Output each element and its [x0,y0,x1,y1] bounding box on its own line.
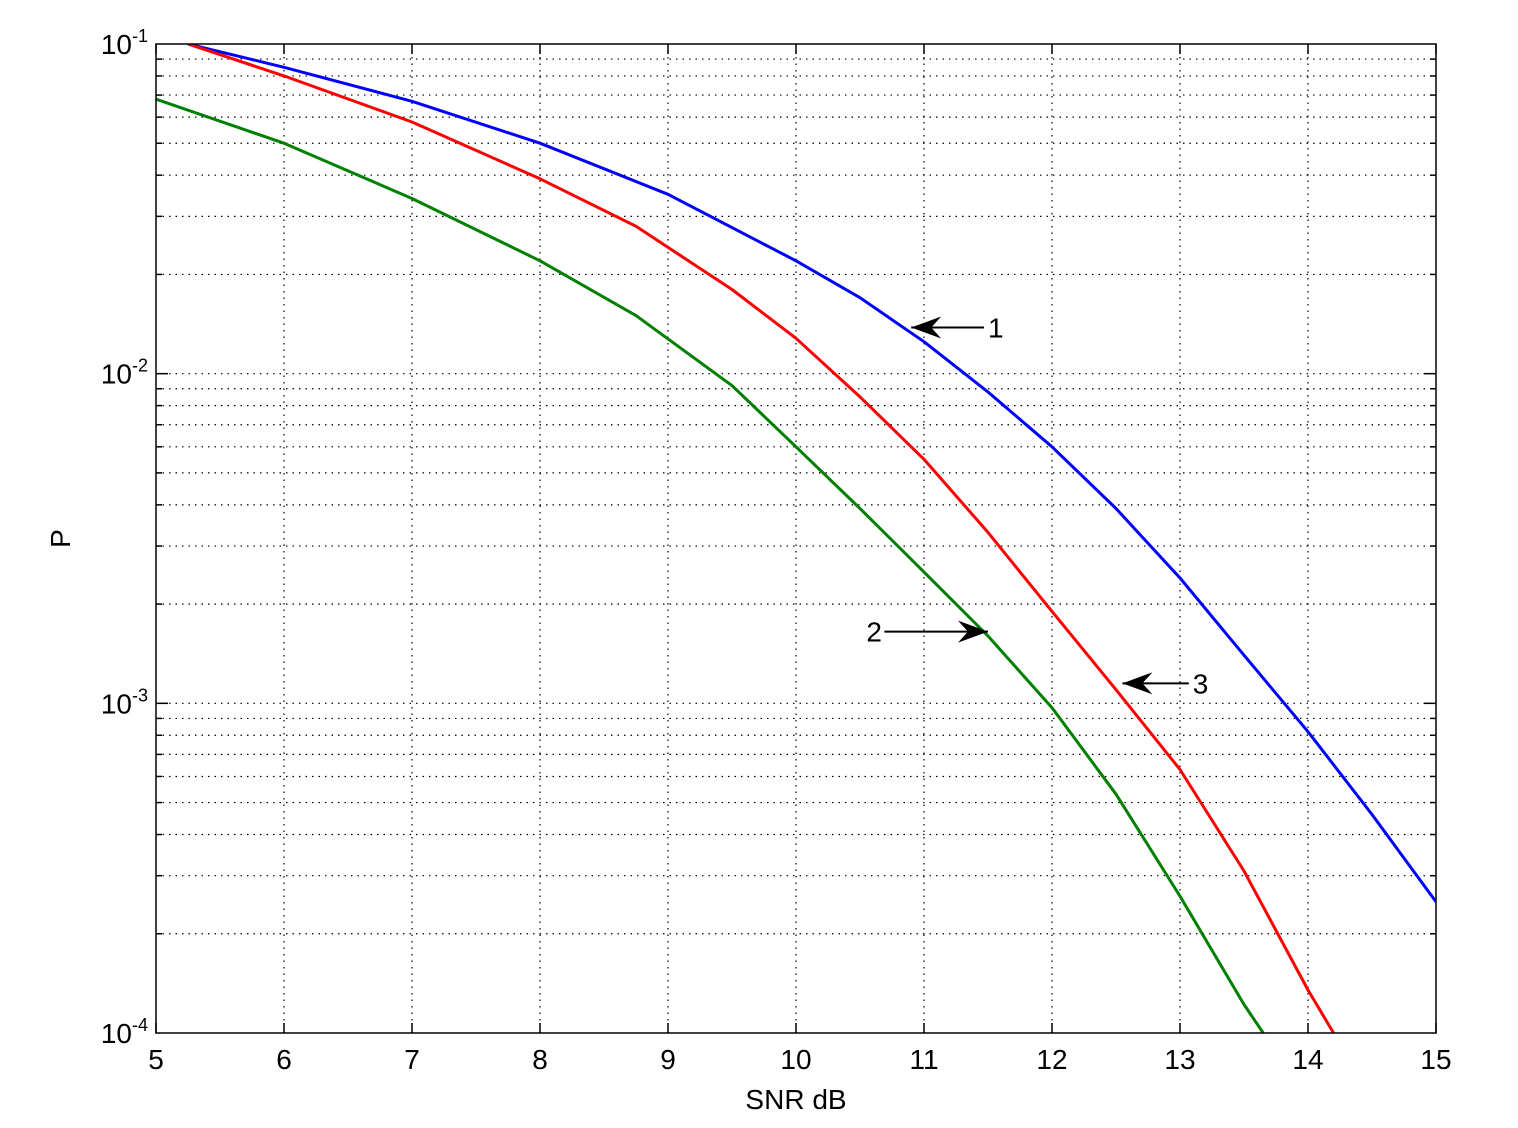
annotation-label: 1 [988,313,1004,344]
x-tick-label: 9 [660,1044,676,1075]
x-tick-label: 13 [1164,1044,1195,1075]
series-lines [156,44,1436,1033]
grid [156,44,1436,1033]
x-tick-label: 8 [532,1044,548,1075]
y-tick-label: 10-2 [101,356,148,390]
y-axis-label: P [45,529,76,548]
x-axis-label: SNR dB [745,1084,846,1115]
x-tick-label: 7 [404,1044,420,1075]
x-tick-label: 12 [1036,1044,1067,1075]
y-tick-label: 10-4 [101,1015,148,1049]
x-tick-label: 10 [780,1044,811,1075]
ticks [155,44,1437,1033]
annotation-arrowhead [1122,672,1153,695]
annotation-label: 2 [866,617,882,648]
annotation-arrowhead [911,316,942,339]
annotation-label: 3 [1193,668,1209,699]
annotation-arrowhead [958,620,988,643]
series-line-1 [187,44,1436,903]
x-tick-label: 14 [1292,1044,1323,1075]
series-line-3 [156,97,1265,1033]
y-tick-label: 10-3 [101,685,148,719]
x-tick-label: 5 [148,1044,164,1075]
series-line-2 [187,44,1335,1033]
x-tick-label: 6 [276,1044,292,1075]
x-tick-label: 11 [909,1044,938,1075]
annotations: 1 2 3 [866,313,1208,700]
x-tick-label: 15 [1420,1044,1451,1075]
y-tick-label: 10-1 [101,26,148,60]
